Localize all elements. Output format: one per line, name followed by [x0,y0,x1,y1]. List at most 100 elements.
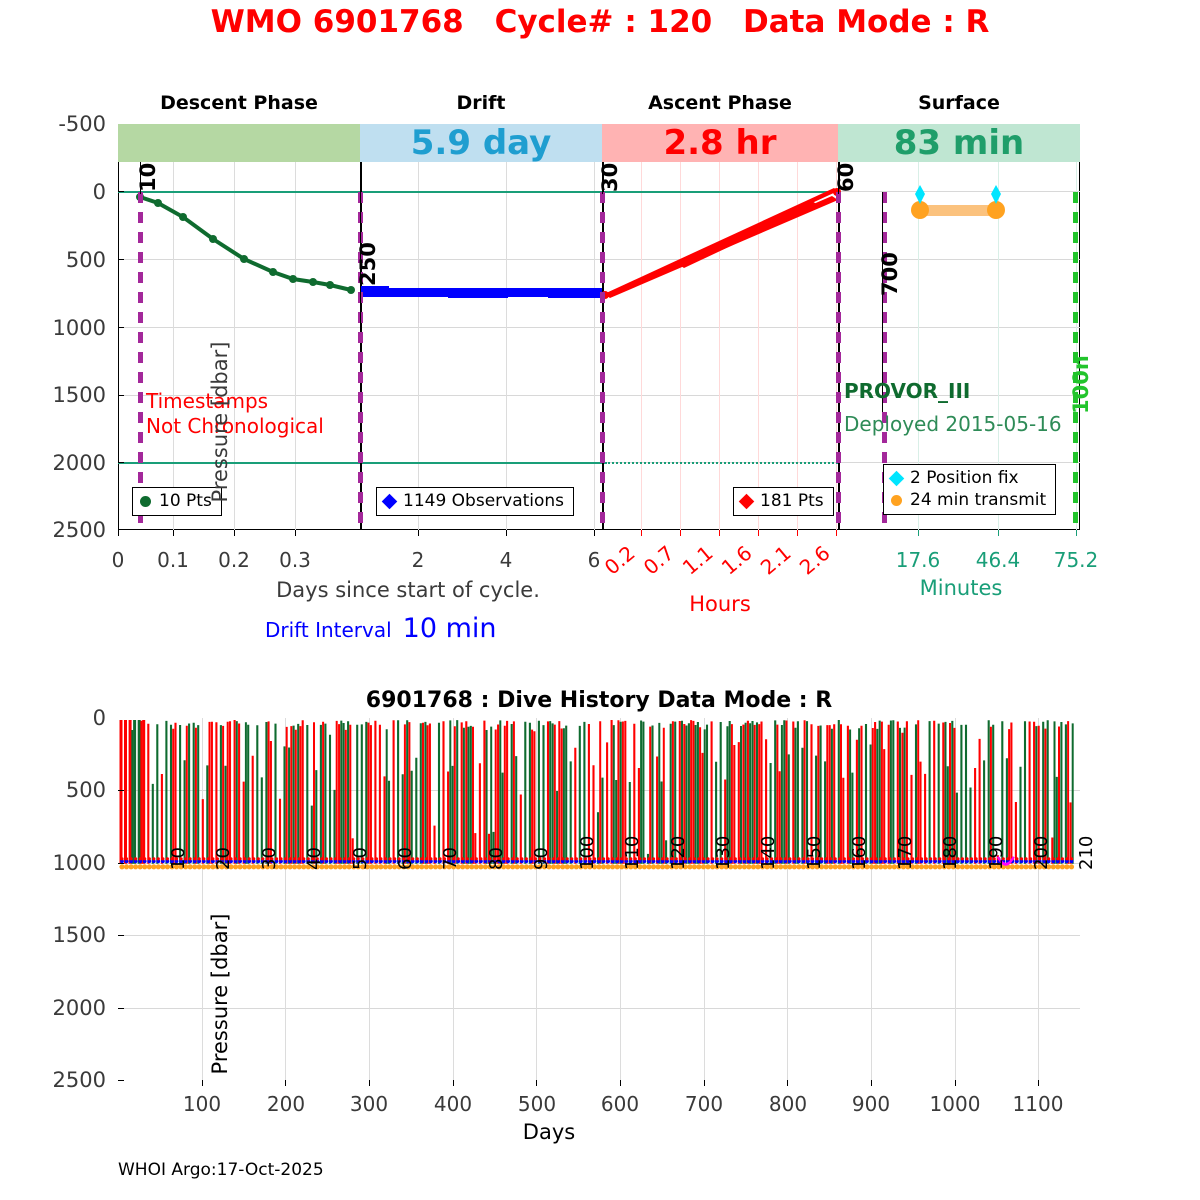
y-tick-label: 2000 [52,996,106,1020]
x-tick-mark [871,1080,872,1086]
event-stem [882,192,883,412]
gridline-v [453,718,454,1080]
x-tick-label-days: 4 [499,548,513,572]
gridline-h [118,935,1080,936]
x-tick-label-days-hist: 1100 [1012,1092,1064,1116]
marker-diamond-icon [738,493,755,509]
y-tick-label: 2000 [52,451,106,475]
legend-label: 1149 Observations [403,491,565,511]
cycle-number-label: 100 [576,835,598,870]
x-tick-mark [536,1080,537,1086]
gridline-v [641,124,642,530]
gridline-v [173,124,174,530]
y-tick-mark [118,462,124,463]
title-wmo: WMO 6901768 [210,4,464,40]
legend-label: 24 min transmit [910,490,1047,510]
x-tick-mark [418,530,419,536]
legend-row: 2 Position fix [888,468,1046,488]
cycle-number-label: 140 [758,835,780,870]
x-tick-mark [680,530,681,536]
x-tick-mark [758,530,759,536]
legend-ascent: 181 Pts [733,487,834,516]
x-axis-title-hours: Hours [689,592,751,616]
event-label-700: 700 [878,252,902,296]
x-tick-mark [836,530,837,536]
x-tick-mark [1076,530,1077,536]
legend-drift: 1149 Observations [376,487,575,516]
event-stem [140,132,141,194]
y-tick-mark [118,191,124,192]
cycle-number-label: 170 [894,835,916,870]
y-tick-label: 0 [92,180,106,204]
gridline-v [787,718,788,1080]
y-tick-label: 2500 [52,518,106,542]
cycle-number-label: 190 [985,835,1007,870]
event-marker-250 [358,192,363,530]
dive-history-series [119,720,1075,870]
cycle-number-label: 160 [849,835,871,870]
gridline-v [680,124,681,530]
cycle-number-label: 180 [940,835,962,870]
gridline-v [758,124,759,530]
x-tick-mark [918,530,919,536]
marker-circle-icon [891,494,902,506]
legend-row: 181 Pts [738,491,824,511]
warning-line-1: Timestamps [146,389,269,413]
phase-band-row: 5.9 day 2.8 hr 83 min Descent Phase Drif… [118,92,1080,163]
gridline-v [719,124,720,530]
x-tick-label-days: 6 [587,548,601,572]
y-tick-mark [118,529,124,530]
cycle-number-label: 70 [440,847,462,870]
x-tick-label-days: 0.3 [279,548,311,572]
y-tick-mark [118,935,124,936]
x-tick-label-minutes: 46.4 [975,548,1021,572]
gridline-h [118,790,1080,791]
x-axis-title-days: Days since start of cycle. [276,578,540,602]
x-tick-mark [295,530,296,536]
gridline-v [234,124,235,530]
cycle-number-label: 150 [803,835,825,870]
x-tick-label-days-hist: 300 [349,1092,389,1116]
gridline-v [704,718,705,1080]
x-tick-label-days-hist: 900 [851,1092,891,1116]
x-tick-label-minutes: 17.6 [895,548,941,572]
cycle-number-label: 80 [485,847,507,870]
gridline-v [202,718,203,1080]
dive-history-plot: Pressure [dbar] 0 500 1000 1500 2000 250… [53,706,1098,1092]
x-tick-label-days-hist: 600 [600,1092,640,1116]
y-tick-label: 1000 [52,851,106,875]
cycle-number-label: 60 [395,847,417,870]
x-tick-mark [955,1080,956,1086]
x-tick-mark [719,530,720,536]
gridline-v [418,124,419,530]
gridline-v [871,718,872,1080]
float-type-label: PROVOR_III [844,379,971,403]
event-marker-600 [836,192,841,530]
gridline-h [118,1008,1080,1009]
x-tick-label-days: 0.2 [218,548,250,572]
x-tick-mark [202,1080,203,1086]
phase-band-drift: 5.9 day [360,123,602,163]
x-tick-mark [1038,1080,1039,1086]
gridline-v [536,718,537,1080]
marker-diamond-icon [888,470,905,486]
warning-line-2: Not Chronological [146,414,324,438]
x-tick-label-days-hist: 700 [684,1092,724,1116]
cycle-number-label: 10 [167,847,189,870]
legend-row: 10 Pts [140,491,212,511]
x-tick-mark [285,1080,286,1086]
phase-title-drift: Drift [456,92,506,114]
y-tick-mark [118,790,124,791]
y-tick-label: 1500 [52,383,106,407]
title-data-mode: Data Mode : R [743,4,990,40]
cycle-number-label: 30 [258,847,280,870]
gridline-v [295,124,296,530]
gridline-v [1038,718,1039,1080]
y-tick-label: 500 [65,778,106,802]
gridline-v [998,124,999,530]
y-tick-mark [118,259,124,260]
marker-circle-icon [140,495,151,507]
marker-diamond-icon [381,493,398,509]
event-marker-100 [138,192,143,530]
phase-band-ascent: 2.8 hr [602,123,838,163]
